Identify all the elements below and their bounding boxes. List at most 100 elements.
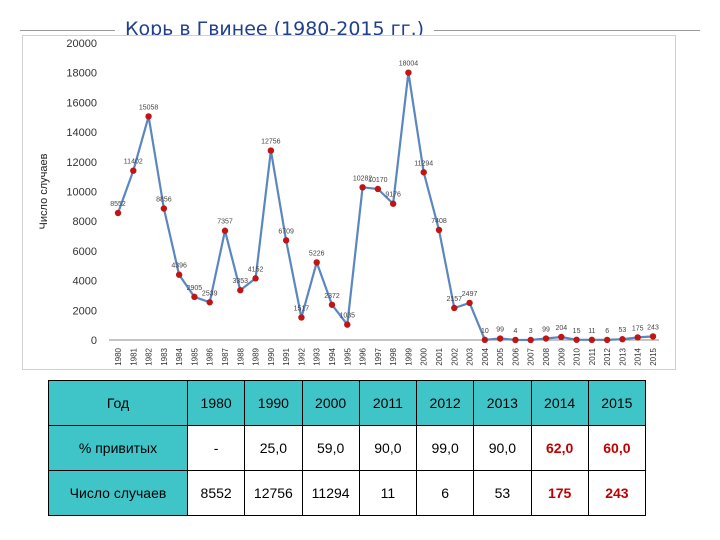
data-point-1997 [374,185,382,193]
table-cell: 2012 [415,380,475,426]
data-label: 6709 [278,228,294,235]
y-tick-label: 16000 [66,97,97,109]
x-tick-label: 1986 [206,347,215,365]
table-cell: 175 [530,470,589,516]
table-cell: 90,0 [358,425,418,471]
table-cell: 99,0 [415,425,475,471]
data-point-1980 [114,209,122,217]
data-label: 10 [481,328,489,335]
data-point-2012 [603,336,611,344]
table-cell: 11294 [301,470,360,516]
x-tick-label: 1988 [236,347,245,365]
data-label: 204 [555,325,567,332]
data-label: 8856 [156,196,172,203]
x-tick-label: 1997 [374,347,383,365]
data-point-2008 [542,335,550,342]
table-cell: 1980 [186,380,246,426]
data-point-1992 [298,314,305,321]
data-label: 9176 [385,192,401,199]
y-tick-label: 2000 [73,305,97,317]
data-point-2006 [512,336,519,344]
x-tick-label: 1984 [175,347,184,365]
data-label: 2539 [202,290,218,297]
data-label: 3353 [232,278,248,285]
data-point-2011 [588,336,596,344]
x-tick-label: 2012 [603,347,612,365]
y-tick-label: 10000 [66,187,97,199]
data-point-2004 [481,336,489,344]
data-label: 11 [588,328,595,335]
x-tick-label: 2005 [496,347,505,365]
table-cell: 243 [587,470,647,516]
row-header: Число случаев [48,470,188,516]
data-label: 1035 [339,313,355,320]
x-tick-label: 2013 [618,347,627,365]
data-point-2015 [649,333,657,340]
data-label: 2905 [187,285,203,292]
data-label: 15058 [139,104,159,111]
data-label: 6 [605,328,609,335]
table-cell: 6 [415,470,475,516]
table-cell: 12756 [244,470,303,516]
y-tick-label: 18000 [66,68,97,80]
x-tick-label: 2003 [466,347,475,365]
y-tick-label: 8000 [73,216,97,228]
x-tick-label: 1982 [145,347,154,365]
data-point-1981 [130,167,137,174]
x-tick-label: 2001 [435,347,444,365]
data-point-1983 [160,205,168,212]
x-tick-label: 2006 [511,347,520,365]
x-tick-label: 2004 [481,347,490,365]
x-tick-label: 2011 [588,347,597,365]
data-label: 18004 [399,61,419,68]
data-label: 12756 [261,139,281,146]
data-point-1988 [237,287,244,294]
data-label: 7357 [217,219,233,226]
y-tick-label: 12000 [66,157,97,169]
x-tick-label: 1983 [160,347,169,365]
data-point-1991 [282,237,290,244]
table-row: Число случаев 8552 12756 11294 11 6 53 175 243 [48,470,647,516]
data-point-1994 [328,301,336,308]
data-point-1985 [191,293,198,301]
x-tick-label: 2014 [634,347,643,365]
data-point-2014 [634,334,641,341]
data-label: 53 [619,327,627,334]
data-label: 11402 [124,159,143,166]
data-point-1990 [267,147,275,154]
data-point-2007 [527,336,534,344]
x-tick-label: 2002 [450,347,459,365]
data-label: 99 [496,327,504,334]
x-tick-label: 2010 [573,347,582,365]
data-point-1984 [175,271,183,278]
data-label: 2157 [446,296,462,303]
x-tick-label: 1981 [129,347,138,365]
x-tick-label: 1998 [389,347,398,365]
table-cell: 1990 [244,380,303,426]
table-cell: 2015 [587,380,647,426]
data-point-1986 [206,299,213,306]
row-header: Год [48,380,188,426]
table-cell: 25,0 [244,425,303,471]
x-tick-label: 1980 [114,347,123,365]
y-tick-label: 0 [91,335,97,347]
table-cell: 8552 [186,470,246,516]
data-point-1995 [344,321,351,328]
data-label: 11294 [414,160,433,167]
data-label: 2497 [462,291,478,298]
x-tick-label: 1990 [267,347,276,365]
data-label: 3 [529,328,533,335]
data-label: 4152 [248,266,264,273]
x-tick-label: 1999 [404,347,413,365]
x-tick-label: 1985 [190,347,199,365]
table-cell: 2014 [530,380,589,426]
x-tick-label: 2009 [557,347,566,365]
data-point-2013 [619,336,626,343]
data-label: 4 [513,328,517,335]
x-tick-label: 2015 [649,347,658,365]
y-tick-label: 14000 [66,127,97,139]
data-label: 15 [573,328,581,335]
data-point-2003 [466,299,473,307]
x-tick-label: 2000 [420,347,429,365]
table-cell: 2013 [473,380,532,426]
